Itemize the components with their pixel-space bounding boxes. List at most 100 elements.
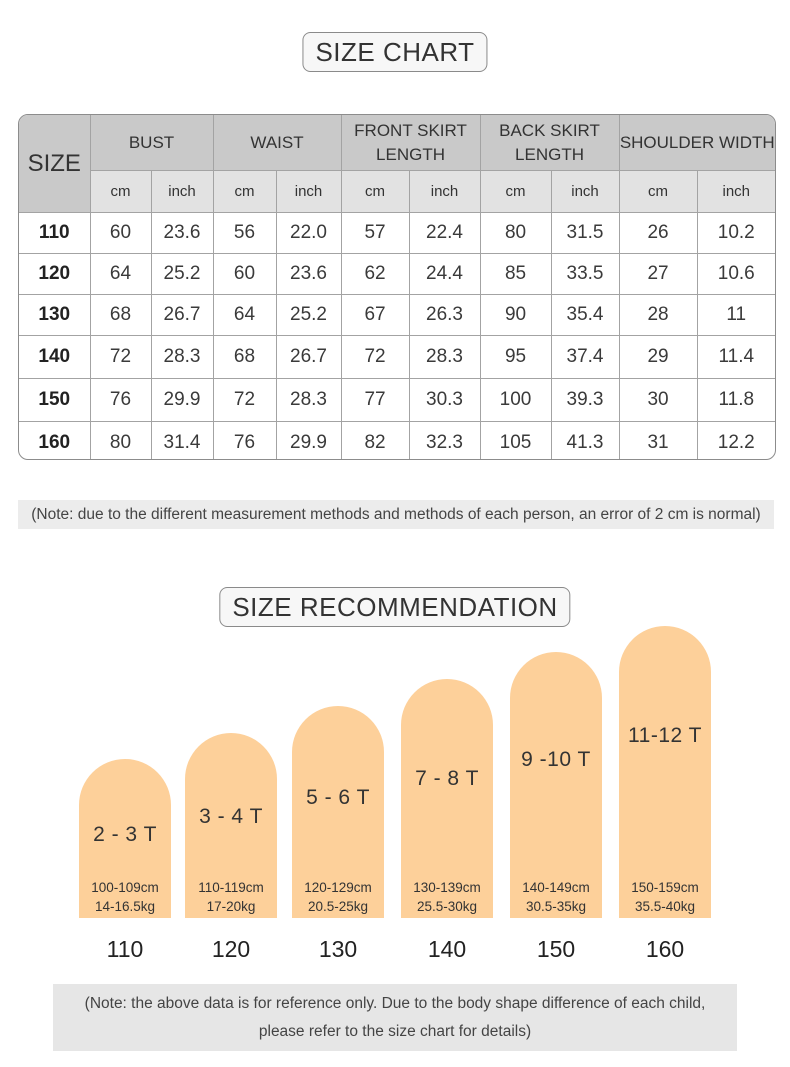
age-range-label: 9 -10 T <box>521 748 591 771</box>
value-cell: 25.2 <box>150 253 214 295</box>
table-row: 150 76 29.9 72 28.3 77 30.3 100 39.3 30 11.8 <box>19 378 775 422</box>
value-cell: 27 <box>618 253 698 295</box>
measurement-note: (Note: due to the different measurement … <box>18 500 774 529</box>
age-range-label: 7 - 8 T <box>415 767 479 790</box>
body-measurements: 150-159cm 35.5-40kg <box>619 878 711 916</box>
size-label: 140 <box>427 936 467 962</box>
table-row: 130 68 26.7 64 25.2 67 26.3 90 35.4 28 11 <box>19 294 775 336</box>
unit-header-cm: cm <box>340 170 410 213</box>
value-cell: 10.6 <box>696 253 775 295</box>
size-label: 160 <box>645 936 685 962</box>
value-cell: 72 <box>340 335 410 379</box>
size-chart-table: SIZE BUST WAIST FRONT SKIRT LENGTH BACK … <box>18 114 776 460</box>
value-cell: 11.4 <box>696 335 775 379</box>
value-cell: 80 <box>479 212 552 254</box>
weight-range: 17-20kg <box>206 899 256 914</box>
size-cell: 150 <box>19 378 91 422</box>
value-cell: 28 <box>618 294 698 336</box>
value-cell: 95 <box>479 335 552 379</box>
size-cell: 120 <box>19 253 91 295</box>
size-recommendation-title: SIZE RECOMMENDATION <box>219 587 571 627</box>
value-cell: 28.3 <box>408 335 481 379</box>
reference-note-line2: please refer to the size chart for detai… <box>258 1022 532 1040</box>
size-bar: 7 - 8 T 130-139cm 25.5-30kg <box>401 679 493 918</box>
back-skirt-length-header: BACK SKIRT LENGTH <box>479 115 620 171</box>
value-cell: 29.9 <box>150 378 214 422</box>
value-cell: 22.4 <box>408 212 481 254</box>
age-range-label: 11-12 T <box>628 724 702 747</box>
size-bar: 9 -10 T 140-149cm 30.5-35kg <box>510 652 602 918</box>
value-cell: 32.3 <box>408 421 481 459</box>
value-cell: 39.3 <box>550 378 620 422</box>
unit-header-inch: inch <box>696 170 775 213</box>
age-range-label: 3 - 4 T <box>199 805 263 828</box>
reference-note-line1: (Note: the above data is for reference o… <box>84 994 706 1012</box>
size-label: 150 <box>536 936 576 962</box>
unit-header-cm: cm <box>90 170 152 213</box>
height-range: 140-149cm <box>522 880 590 895</box>
unit-header-cm: cm <box>212 170 277 213</box>
value-cell: 30.3 <box>408 378 481 422</box>
value-cell: 31.4 <box>150 421 214 459</box>
value-cell: 64 <box>89 253 152 295</box>
value-cell: 76 <box>212 421 277 459</box>
value-cell: 62 <box>340 253 410 295</box>
height-range: 100-109cm <box>91 880 159 895</box>
size-cell: 110 <box>19 212 91 254</box>
value-cell: 23.6 <box>150 212 214 254</box>
value-cell: 67 <box>340 294 410 336</box>
value-cell: 41.3 <box>550 421 620 459</box>
table-row: 110 60 23.6 56 22.0 57 22.4 80 31.5 26 10.2 <box>19 212 775 254</box>
table-row: 120 64 25.2 60 23.6 62 24.4 85 33.5 27 10.6 <box>19 253 775 295</box>
value-cell: 57 <box>340 212 410 254</box>
weight-range: 30.5-35kg <box>525 899 587 914</box>
unit-header-inch: inch <box>275 170 342 213</box>
value-cell: 33.5 <box>550 253 620 295</box>
value-cell: 64 <box>212 294 277 336</box>
value-cell: 29 <box>618 335 698 379</box>
height-range: 120-129cm <box>304 880 372 895</box>
size-column-header: SIZE <box>19 115 91 213</box>
weight-range: 35.5-40kg <box>634 899 696 914</box>
height-range: 130-139cm <box>413 880 481 895</box>
size-label: 110 <box>106 936 144 962</box>
size-bar: 3 - 4 T 110-119cm 17-20kg <box>185 733 277 918</box>
value-cell: 72 <box>212 378 277 422</box>
value-cell: 26.7 <box>275 335 342 379</box>
weight-range: 25.5-30kg <box>416 899 478 914</box>
table-row: 140 72 28.3 68 26.7 72 28.3 95 37.4 29 11.4 <box>19 335 775 379</box>
height-range: 110-119cm <box>198 880 264 895</box>
age-range-label: 5 - 6 T <box>306 786 370 809</box>
front-skirt-length-header: FRONT SKIRT LENGTH <box>340 115 481 171</box>
value-cell: 77 <box>340 378 410 422</box>
value-cell: 12.2 <box>696 421 775 459</box>
unit-header-inch: inch <box>408 170 481 213</box>
value-cell: 85 <box>479 253 552 295</box>
reference-note: (Note: the above data is for reference o… <box>53 984 737 1051</box>
body-measurements: 110-119cm 17-20kg <box>185 878 277 916</box>
size-bar: 2 - 3 T 100-109cm 14-16.5kg <box>79 759 171 918</box>
table-row: 160 80 31.4 76 29.9 82 32.3 105 41.3 31 12.2 <box>19 421 775 459</box>
value-cell: 26.3 <box>408 294 481 336</box>
value-cell: 90 <box>479 294 552 336</box>
value-cell: 28.3 <box>150 335 214 379</box>
value-cell: 11 <box>696 294 775 336</box>
value-cell: 22.0 <box>275 212 342 254</box>
size-cell: 140 <box>19 335 91 379</box>
bust-header: BUST <box>89 115 214 171</box>
age-range-label: 2 - 3 T <box>93 823 157 846</box>
value-cell: 68 <box>89 294 152 336</box>
value-cell: 82 <box>340 421 410 459</box>
shoulder-width-header: SHOULDER WIDTH <box>618 115 775 171</box>
value-cell: 26 <box>618 212 698 254</box>
value-cell: 31 <box>618 421 698 459</box>
value-cell: 24.4 <box>408 253 481 295</box>
value-cell: 68 <box>212 335 277 379</box>
body-measurements: 120-129cm 20.5-25kg <box>292 878 384 916</box>
value-cell: 76 <box>89 378 152 422</box>
value-cell: 60 <box>89 212 152 254</box>
value-cell: 29.9 <box>275 421 342 459</box>
size-bar: 11-12 T 150-159cm 35.5-40kg <box>619 626 711 918</box>
value-cell: 30 <box>618 378 698 422</box>
unit-header-cm: cm <box>479 170 552 213</box>
